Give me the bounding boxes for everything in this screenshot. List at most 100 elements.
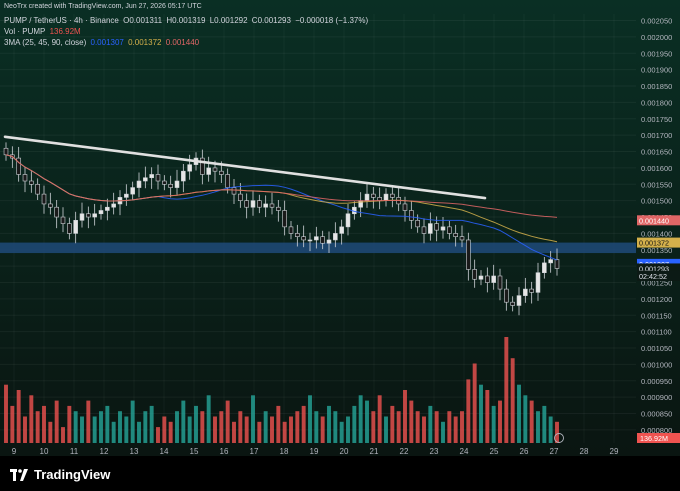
candle-body[interactable] [105,206,110,211]
volume-bar[interactable] [276,405,281,443]
candle-body[interactable] [155,174,161,182]
volume-bar[interactable] [409,400,414,443]
volume-bar[interactable] [162,416,167,444]
candle-body[interactable] [288,226,294,234]
candle-body[interactable] [149,174,154,179]
volume-bar[interactable] [536,411,540,443]
volume-bar[interactable] [168,421,173,443]
candle-body[interactable] [504,288,509,303]
volume-bar[interactable] [92,416,97,444]
candle-body[interactable] [497,275,503,290]
candle-body[interactable] [529,288,534,293]
candle-body[interactable] [440,226,446,231]
candle-body[interactable] [174,180,180,188]
volume-bar[interactable] [244,416,249,444]
tradingview-brand[interactable]: TradingView [10,467,110,482]
candle-body[interactable] [250,200,256,208]
volume-bar[interactable] [555,421,559,443]
volume-bar[interactable] [29,395,34,443]
volume-bar[interactable] [282,421,287,443]
candle-body[interactable] [301,236,306,241]
volume-bar[interactable] [472,363,477,444]
candle-body[interactable] [510,301,515,306]
sma-label[interactable]: 3MA (25, 45, 90, close) [4,38,87,47]
candle-body[interactable] [200,157,205,175]
volume-bar[interactable] [175,411,179,443]
volume-bar[interactable] [213,416,217,444]
volume-bar[interactable] [510,358,515,443]
volume-bar[interactable] [384,416,388,444]
volume-bar[interactable] [365,400,369,443]
candle-body[interactable] [554,259,560,269]
volume-bar[interactable] [523,395,528,443]
candle-body[interactable] [212,167,218,172]
candle-body[interactable] [54,206,59,218]
volume-bar[interactable] [124,416,129,444]
candle-body[interactable] [92,213,97,218]
volume-bar[interactable] [130,400,135,443]
candle-body[interactable] [491,275,496,283]
candle-body[interactable] [333,233,338,241]
volume-bar[interactable] [346,416,350,444]
candle-body[interactable] [390,193,395,198]
volume-bar[interactable] [453,416,458,444]
volume-bar[interactable] [529,400,534,443]
volume-bar[interactable] [251,395,255,443]
volume-bar[interactable] [377,395,382,443]
volume-bar[interactable] [479,384,483,443]
volume-bar[interactable] [352,405,357,443]
volume-bar[interactable] [491,405,496,443]
volume-bar[interactable] [320,416,325,444]
volume-bar[interactable] [289,416,293,444]
candle-body[interactable] [428,223,433,234]
volume-bar[interactable] [542,405,547,443]
candle-body[interactable] [3,147,9,156]
candle-body[interactable] [472,269,477,280]
candle-body[interactable] [542,262,547,274]
candle-body[interactable] [523,288,528,296]
volume-bar[interactable] [67,405,72,443]
volume-bar[interactable] [42,405,46,443]
candle-body[interactable] [466,239,471,270]
volume-bar[interactable] [99,411,103,443]
candle-body[interactable] [225,174,230,188]
volume-bar[interactable] [434,411,439,443]
volume-bar[interactable] [308,395,312,443]
candle-body[interactable] [282,210,287,228]
volume-bar[interactable] [498,400,502,443]
volume-bar[interactable] [301,405,306,443]
candle-body[interactable] [67,223,72,234]
volume-bar[interactable] [504,337,509,443]
candle-body[interactable] [187,164,192,172]
candle-body[interactable] [263,203,268,208]
candle-body[interactable] [73,220,78,234]
volume-bar[interactable] [232,421,236,443]
candle-body[interactable] [447,226,452,234]
candle-body[interactable] [219,170,224,175]
candle-body[interactable] [269,203,275,208]
volume-bar[interactable] [16,390,21,443]
volume-bar[interactable] [466,379,471,443]
volume-bar[interactable] [447,411,452,443]
volume-bar[interactable] [118,411,122,443]
candle-body[interactable] [79,213,85,221]
volume-bar[interactable] [333,411,338,443]
volume-bar[interactable] [225,400,230,443]
candle-body[interactable] [181,170,186,182]
candle-body[interactable] [453,233,458,237]
volume-bar[interactable] [4,384,8,443]
candle-body[interactable] [383,193,389,201]
volume-bar[interactable] [137,421,141,443]
candle-body[interactable] [168,183,173,188]
volume-bar[interactable] [422,416,426,444]
candle-body[interactable] [421,226,427,234]
volume-bar[interactable] [105,405,110,443]
candle-body[interactable] [257,200,262,208]
candle-body[interactable] [459,236,465,241]
volume-bar[interactable] [339,421,344,443]
symbol-name[interactable]: PUMP / TetherUS · 4h · Binance [4,16,119,25]
volume-bar[interactable] [48,421,53,443]
candle-body[interactable] [60,216,66,224]
candle-body[interactable] [326,239,332,244]
candle-body[interactable] [548,259,553,264]
